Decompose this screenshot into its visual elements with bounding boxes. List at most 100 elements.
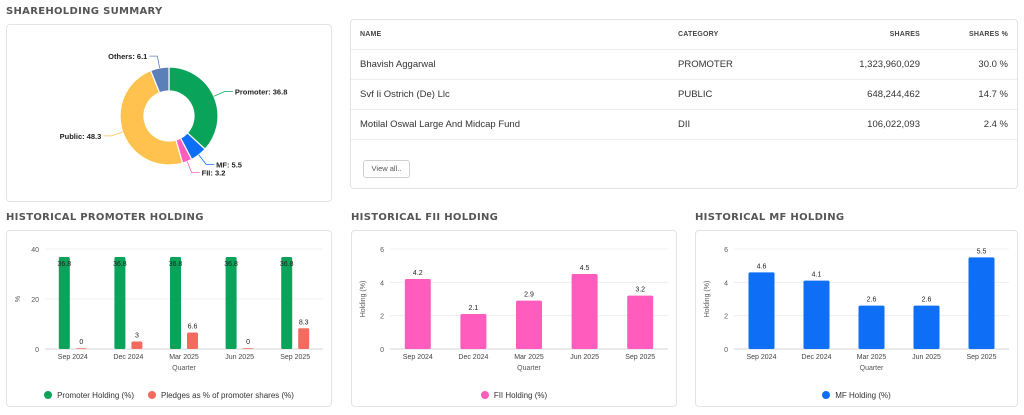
mf-xlabel: Quarter [860,365,884,372]
header-category: CATEGORY [678,31,719,38]
cell-shares-pct: 30.0 % [978,59,1008,70]
promoter-chart-card: 0 20 40% Sep 2024 36.8 0 Dec 2024 36.8 3 Mar 2025… [6,230,332,407]
promoter-bar-promoter-holding[interactable] [225,257,237,349]
mf-xtick-label: Jun 2025 [912,354,941,361]
promoter-data-label: 8.3 [299,319,309,326]
donut-label-mf: MF: 5.5 [216,160,242,169]
fii-bar-chart: 0 2 4 6 Holding (%) Sep 2024 4.2 Dec 2024 2.1 Mar… [360,247,668,372]
fii-section-title: HISTORICAL FII HOLDING [351,212,499,223]
cell-shares-pct: 2.4 % [983,119,1008,130]
mf-ytick-label: 0 [724,347,728,354]
mf-xtick-label: Mar 2025 [857,354,887,361]
mf-data-label: 2.6 [922,297,932,304]
promoter-xtick-label: Mar 2025 [169,354,199,361]
fii-data-label: 3.2 [635,287,645,294]
promoter-data-label: 36.8 [57,261,71,268]
promoter-ytick-label: 40 [31,247,39,254]
promoter-data-label: 36.8 [280,261,294,268]
header-shares-pct: SHARES % [969,31,1008,38]
donut-slice-public[interactable] [119,69,184,166]
fii-legend-label: FII Holding (%) [493,391,548,400]
fii-legend-item-fii-holding[interactable]: FII Holding (%) [480,391,548,400]
fii-xtick-label: Jun 2025 [570,354,599,361]
summary-title: SHAREHOLDING SUMMARY [6,6,163,17]
mf-data-label: 5.5 [977,248,987,255]
fii-bar-fii-holding[interactable] [516,300,542,349]
cell-category: PUBLIC [678,89,713,100]
mf-bar-mf-holding[interactable] [748,272,775,349]
table-row: Svf Ii Ostrich (De) Llc PUBLIC 648,244,4… [351,80,1017,110]
header-shares: SHARES [889,31,920,38]
promoter-data-label: 36.8 [169,261,183,268]
fii-xtick-label: Sep 2025 [625,354,655,361]
cell-shares: 1,323,960,029 [859,59,920,70]
promoter-legend-item-promoter-holding[interactable]: Promoter Holding (%) [44,391,134,400]
fii-data-label: 4.2 [413,270,423,277]
promoter-xtick-label: Sep 2025 [280,354,310,361]
table-row: Bhavish Aggarwal PROMOTER 1,323,960,029 … [351,50,1017,80]
view-all-button[interactable]: View all.. [363,160,410,178]
mf-bar-mf-holding[interactable] [968,257,995,349]
promoter-bar-promoter-holding[interactable] [114,257,126,349]
cell-shares-pct: 14.7 % [978,89,1008,100]
fii-xtick-label: Mar 2025 [514,354,544,361]
fii-ytick-label: 4 [380,280,384,287]
mf-bar-mf-holding[interactable] [858,305,885,349]
promoter-xtick-label: Jun 2025 [225,354,254,361]
fii-chart-card: 0 2 4 6 Holding (%) Sep 2024 4.2 Dec 2024 2.1 Mar… [351,230,677,407]
fii-ytick-label: 0 [380,347,384,354]
mf-data-label: 2.6 [867,297,877,304]
fii-data-label: 4.5 [580,265,590,272]
fii-ylabel: Holding (%) [360,281,367,318]
shareholders-table-card: NAME CATEGORY SHARES SHARES % Bhavish Ag… [350,19,1018,189]
mf-ylabel: Holding (%) [704,281,711,318]
fii-ytick-label: 2 [380,314,384,321]
promoter-data-label: 0 [246,339,250,346]
donut-card: Promoter: 36.8 MF: 5.5 FII: 3.2 Public: 48.… [6,24,332,202]
donut-slice-promoter[interactable] [168,66,219,151]
mf-data-label: 4.6 [757,263,767,270]
promoter-bar-promoter-holding[interactable] [170,257,181,349]
promoter-bar-pledges-as-of-promoter-shares[interactable] [131,341,143,350]
promoter-bar-promoter-holding[interactable] [58,257,70,349]
fii-bar-fii-holding[interactable] [627,295,654,349]
promoter-legend-label: Promoter Holding (%) [57,391,134,400]
mf-bar-chart: 0 2 4 6 Holding (%) Sep 2024 4.6 Dec 2024 4.1 Mar… [704,247,1009,372]
fii-bar-fii-holding[interactable] [404,279,431,349]
promoter-bar-pledges-as-of-promoter-shares[interactable] [242,348,254,349]
promoter-bar-pledges-as-of-promoter-shares[interactable] [75,348,87,349]
donut-leader-public [103,131,123,137]
fii-bar-fii-holding[interactable] [571,274,598,349]
mf-bar-mf-holding[interactable] [803,280,830,349]
promoter-bar-pledges-as-of-promoter-shares[interactable] [298,328,310,349]
mf-ytick-label: 2 [724,314,728,321]
promoter-legend-item-pledges-as-of-promoter-shares[interactable]: Pledges as % of promoter shares (%) [147,391,294,400]
promoter-bar-pledges-as-of-promoter-shares[interactable] [187,332,198,350]
fii-legend: FII Holding (%) [352,391,676,400]
promoter-bar-chart: 0 20 40% Sep 2024 36.8 0 Dec 2024 36.8 3 Mar 2025… [15,247,323,372]
promoter-data-label: 36.8 [113,261,127,268]
mf-legend-item-mf-holding[interactable]: MF Holding (%) [822,391,891,400]
promoter-legend-dot [44,391,53,399]
fii-bar-fii-holding[interactable] [460,314,487,349]
table-header-row: NAME CATEGORY SHARES SHARES % [351,20,1017,50]
donut-leader-promoter [213,91,233,97]
mf-xtick-label: Sep 2025 [967,354,997,361]
donut-label-fii: FII: 3.2 [202,169,226,178]
promoter-bar-promoter-holding[interactable] [281,257,293,349]
promoter-data-label: 3 [135,333,139,340]
mf-xtick-label: Dec 2024 [802,354,832,361]
table-row: Motilal Oswal Large And Midcap Fund DII … [351,110,1017,140]
donut-label-others: Others: 6.1 [108,52,147,61]
promoter-legend: Promoter Holding (%) Pledges as % of prom… [7,391,331,400]
mf-ytick-label: 4 [724,280,728,287]
cell-shares: 648,244,462 [867,89,920,100]
mf-legend-dot [822,391,831,399]
donut-leader-mf [198,154,215,165]
donut-slice-others[interactable] [149,66,170,94]
donut-label-promoter: Promoter: 36.8 [235,87,288,96]
fii-data-label: 2.1 [469,305,479,312]
cell-category: DII [678,119,691,130]
mf-bar-mf-holding[interactable] [913,305,940,349]
